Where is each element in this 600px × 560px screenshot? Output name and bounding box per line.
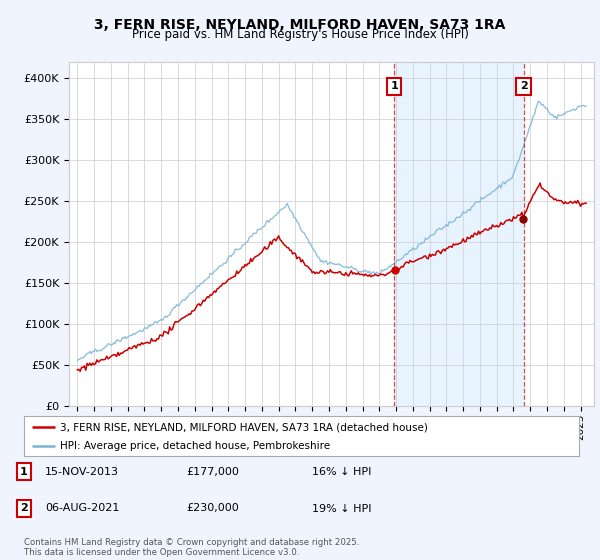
Text: HPI: Average price, detached house, Pembrokeshire: HPI: Average price, detached house, Pemb… <box>60 441 330 451</box>
Text: Price paid vs. HM Land Registry's House Price Index (HPI): Price paid vs. HM Land Registry's House … <box>131 28 469 41</box>
Text: 06-AUG-2021: 06-AUG-2021 <box>45 503 119 514</box>
Text: 19% ↓ HPI: 19% ↓ HPI <box>312 503 371 514</box>
Text: 1: 1 <box>20 466 28 477</box>
Text: 3, FERN RISE, NEYLAND, MILFORD HAVEN, SA73 1RA (detached house): 3, FERN RISE, NEYLAND, MILFORD HAVEN, SA… <box>60 422 428 432</box>
Text: £177,000: £177,000 <box>186 466 239 477</box>
Text: 15-NOV-2013: 15-NOV-2013 <box>45 466 119 477</box>
Text: Contains HM Land Registry data © Crown copyright and database right 2025.
This d: Contains HM Land Registry data © Crown c… <box>24 538 359 557</box>
Bar <box>394 62 524 406</box>
Text: 16% ↓ HPI: 16% ↓ HPI <box>312 466 371 477</box>
Text: 2: 2 <box>20 503 28 514</box>
Text: 1: 1 <box>390 81 398 91</box>
Text: 2: 2 <box>520 81 527 91</box>
Text: £230,000: £230,000 <box>186 503 239 514</box>
Text: 3, FERN RISE, NEYLAND, MILFORD HAVEN, SA73 1RA: 3, FERN RISE, NEYLAND, MILFORD HAVEN, SA… <box>94 18 506 32</box>
